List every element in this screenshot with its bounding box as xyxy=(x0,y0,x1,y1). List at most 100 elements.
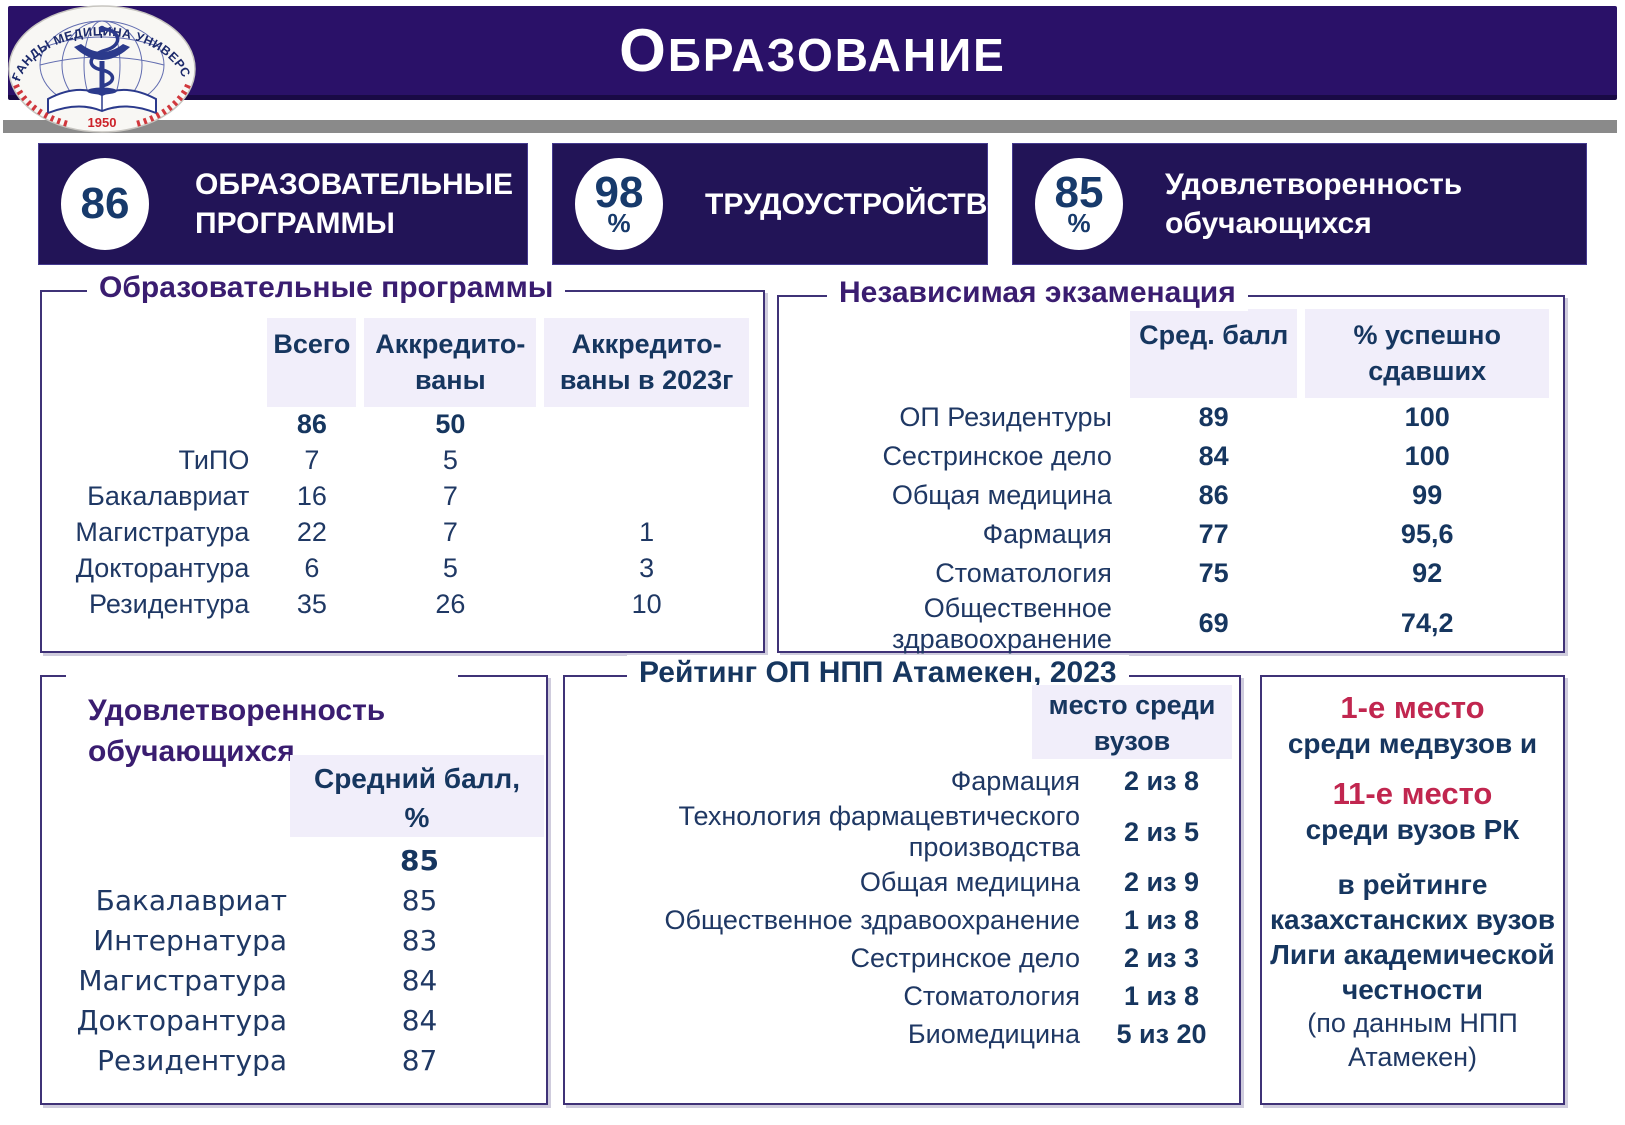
cell-total: 7 xyxy=(304,445,320,476)
row-label: Сестринское дело xyxy=(850,942,1081,973)
table-row: 86 50 xyxy=(50,407,749,443)
atameken-table: Фармация 2 из 8 Технология фармацевтичес… xyxy=(565,763,1233,1053)
panel-independent-examination: Независимая экзаменация Сред. балл % усп… xyxy=(777,275,1565,655)
cell-accredited: 50 xyxy=(435,409,466,440)
panel-title: Удовлетворенность обучающихся xyxy=(88,694,386,768)
table-row: Магистратура 22 7 1 xyxy=(50,515,749,551)
col-header-accredited: Аккредито- ваны xyxy=(364,318,537,407)
table-row: Резидентура 87 xyxy=(50,1041,534,1081)
ranking-body-text: в рейтинге казахстанских вузов Лиги акад… xyxy=(1269,869,1556,1006)
cell-accredited-2023 xyxy=(544,407,749,443)
row-label: Общая медицина xyxy=(859,866,1081,897)
place-11-text: среди вузов РК xyxy=(1305,814,1520,846)
satisfaction-table: 85 Бакалавриат 85 Интернатура 83 Магистр… xyxy=(42,841,542,1081)
page-title-initial: О xyxy=(619,16,668,84)
panel-atameken-rating: Рейтинг ОП НПП Атамекен, 2023 место сред… xyxy=(563,655,1241,1105)
row-label: Общественное здравоохранение xyxy=(664,904,1081,935)
row-label: ТиПО xyxy=(178,445,250,476)
table-row: Биомедицина 5 из 20 xyxy=(573,1015,1225,1053)
cell-total: 22 xyxy=(296,517,327,548)
cell-score: 89 xyxy=(1198,401,1229,432)
programs-table: Всего Аккредито- ваны Аккредито- ваны в … xyxy=(42,318,757,623)
cell-total: 35 xyxy=(296,589,327,620)
stat-card-label: Удовлетворенность обучающихся xyxy=(1165,168,1463,240)
cell-score: 84 xyxy=(401,1003,438,1037)
table-row: Интернатура 83 xyxy=(50,921,534,961)
cell-score: 87 xyxy=(401,1043,438,1077)
page-title-rest: БРАЗОВАНИЕ xyxy=(667,28,1006,81)
cell-accredited: 7 xyxy=(442,481,458,512)
ranking-source-text: (по данным НПП Атамекен) xyxy=(1307,1008,1518,1073)
cell-place: 2 из 5 xyxy=(1123,816,1200,847)
cell-accredited: 5 xyxy=(442,445,458,476)
cell-pass: 100 xyxy=(1404,440,1450,471)
cell-total: 86 xyxy=(296,409,327,440)
stat-unit: % xyxy=(607,208,631,239)
cell-pass: 100 xyxy=(1404,401,1450,432)
row-label: Резидентура xyxy=(97,1043,288,1077)
row-label: Бакалавриат xyxy=(95,883,288,917)
cell-score: 83 xyxy=(401,923,438,957)
cell-score: 84 xyxy=(401,963,438,997)
col-header-accredited-2023: Аккредито- ваны в 2023г xyxy=(544,318,749,407)
cell-score: 84 xyxy=(1198,440,1229,471)
table-row: ТиПО 7 5 xyxy=(50,443,749,479)
row-label: Фармация xyxy=(982,518,1112,549)
col-header-avg-score: Сред. балл xyxy=(1129,309,1298,398)
table-row: Магистратура 84 xyxy=(50,961,534,1001)
divider-bar xyxy=(3,120,1617,133)
cell-score: 86 xyxy=(1198,479,1229,510)
place-1-text: среди медвузов и xyxy=(1287,728,1538,760)
cell-accredited: 26 xyxy=(435,589,466,620)
cell-score: 77 xyxy=(1198,518,1229,549)
row-label: Резидентура xyxy=(89,589,250,620)
table-header-row: Всего Аккредито- ваны Аккредито- ваны в … xyxy=(50,318,749,407)
cell-score: 75 xyxy=(1198,557,1229,588)
row-label: Докторантура xyxy=(75,553,250,584)
stat-value: 85 xyxy=(1054,167,1104,217)
panel-title: Образовательные программы xyxy=(87,270,566,306)
row-label: Магистратура xyxy=(75,517,250,548)
cell-accredited-2023: 10 xyxy=(631,589,662,620)
exam-table: Сред. балл % успешно сдавших ОП Резидент… xyxy=(779,309,1557,655)
table-row: Докторантура 84 xyxy=(50,1001,534,1041)
row-label: ОП Резидентуры xyxy=(899,401,1112,432)
cell-place: 1 из 8 xyxy=(1123,980,1200,1011)
table-row: ОП Резидентуры 89 100 xyxy=(787,398,1549,437)
stat-value-circle: 98 % xyxy=(575,158,663,250)
row-label: Общественное здравоохранение xyxy=(892,592,1112,654)
place-11-value: 11-е место xyxy=(1332,776,1493,812)
cell-accredited: 7 xyxy=(442,517,458,548)
row-label: Докторантура xyxy=(76,1003,288,1037)
cell-pass: 74,2 xyxy=(1400,608,1454,639)
place-1-value: 1-е место xyxy=(1340,690,1485,725)
ornament-pattern xyxy=(13,83,191,127)
cell-accredited: 5 xyxy=(442,553,458,584)
cell-pass: 92 xyxy=(1412,557,1443,588)
cell-score: 85 xyxy=(401,883,438,917)
row-label: Общая медицина xyxy=(891,479,1112,510)
cell-accredited-2023 xyxy=(544,479,749,515)
cell-place: 2 из 9 xyxy=(1123,866,1200,897)
col-header-total: Всего xyxy=(267,318,357,407)
col-header-avg-score: Средний балл, % xyxy=(290,755,544,838)
table-row: Резидентура 35 26 10 xyxy=(50,587,749,623)
cell-accredited-2023: 3 xyxy=(639,553,655,584)
stat-value: 98 xyxy=(594,167,644,217)
panel-title: Рейтинг ОП НПП Атамекен, 2023 xyxy=(627,655,1129,691)
table-row: Общая медицина 2 из 9 xyxy=(573,863,1225,901)
cell-place: 2 из 8 xyxy=(1123,766,1200,797)
table-row: Общественное здравоохранение 1 из 8 xyxy=(573,901,1225,939)
table-row: Сестринское дело 84 100 xyxy=(787,437,1549,476)
table-row: Фармация 77 95,6 xyxy=(787,515,1549,554)
cell-score: 69 xyxy=(1198,608,1229,639)
stat-value: 86 xyxy=(80,179,130,229)
stat-card-employment: 98 % ТРУДОУСТРОЙСТВО xyxy=(552,143,1010,265)
logo-year: 1950 xyxy=(88,115,117,130)
row-label: Фармация xyxy=(950,766,1081,797)
row-label: Бакалавриат xyxy=(87,481,250,512)
cell-total: 6 xyxy=(304,553,320,584)
stat-card-label: ОБРАЗОВАТЕЛЬНЫЕ ПРОГРАММЫ xyxy=(195,168,514,240)
table-row: Бакалавриат 85 xyxy=(50,881,534,921)
row-label: Магистратура xyxy=(78,963,288,997)
